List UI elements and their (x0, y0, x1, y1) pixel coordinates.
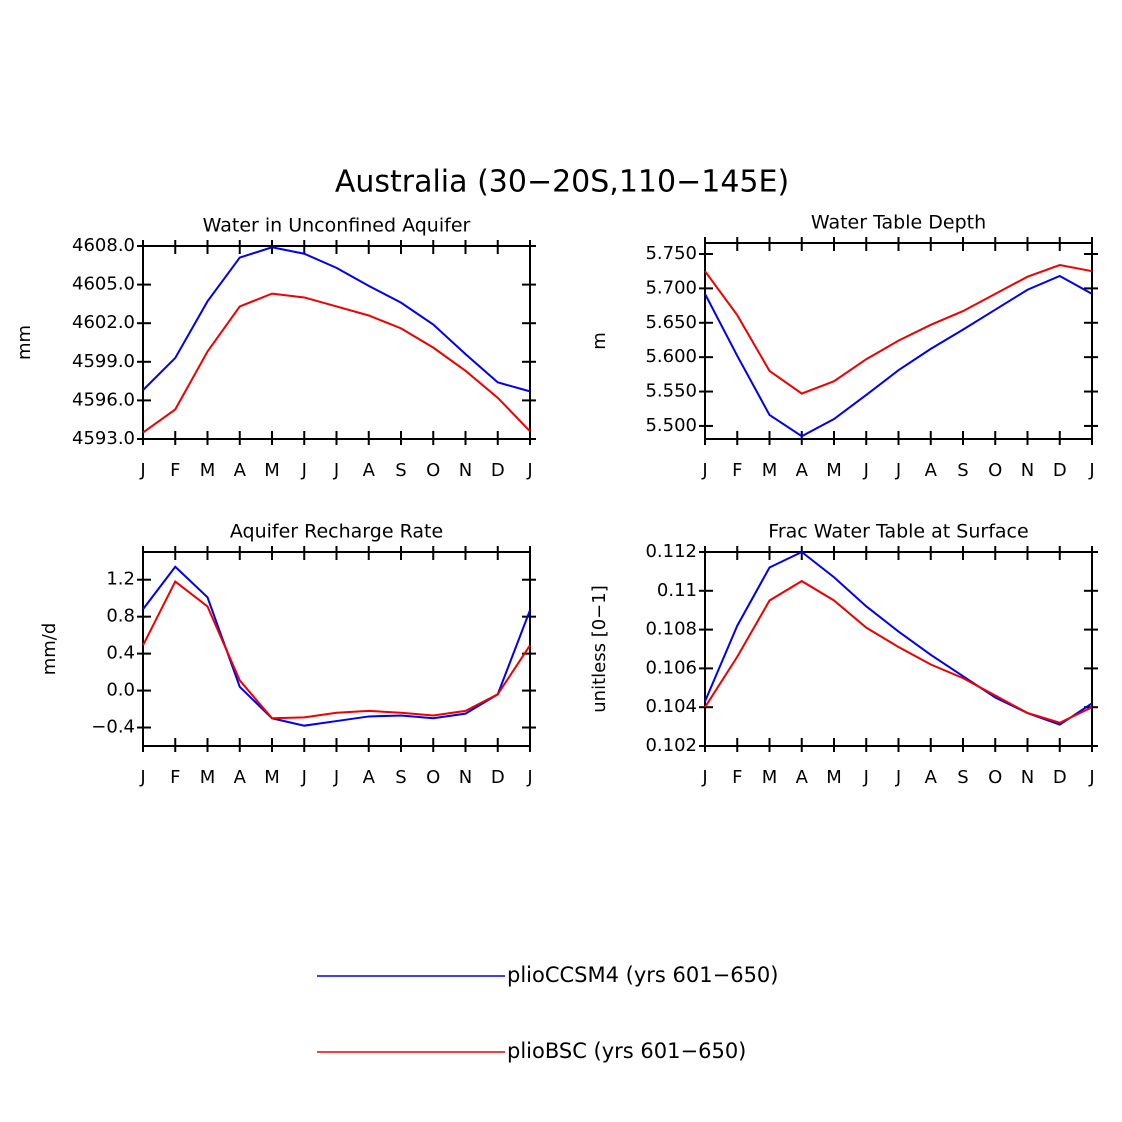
x-tick-label: S (395, 460, 406, 481)
x-tick-label: F (170, 767, 180, 788)
y-tick-label: 4602.0 (72, 312, 135, 333)
x-tick-label: A (925, 460, 938, 481)
x-tick-label: A (363, 767, 376, 788)
x-tick-label: O (988, 767, 1002, 788)
panel-title: Water in Unconfined Aquifer (203, 215, 471, 237)
y-axis-label: mm/d (39, 623, 60, 676)
y-tick-label: 5.500 (645, 415, 697, 436)
x-tick-label: A (234, 767, 247, 788)
y-tick-label: 4593.0 (72, 428, 135, 449)
y-tick-label: −0.4 (91, 717, 135, 738)
data-line (704, 550, 1093, 726)
y-tick-label: 5.550 (645, 381, 697, 402)
x-tick-label: J (333, 460, 339, 481)
x-tick-label: M (762, 767, 778, 788)
data-line (142, 580, 531, 720)
y-tick-label: 4605.0 (72, 274, 135, 295)
y-tick-label: 5.650 (645, 312, 697, 333)
y-tick-label: 0.102 (645, 735, 697, 756)
x-tick-label: J (526, 767, 532, 788)
x-tick-label: M (762, 460, 778, 481)
data-line (704, 579, 1093, 724)
y-tick-label: 0.8 (106, 606, 135, 627)
x-tick-label: M (826, 460, 842, 481)
y-axis-label: m (589, 332, 610, 350)
y-tick-label: 4608.0 (72, 235, 135, 256)
x-tick-label: J (863, 460, 869, 481)
data-line (704, 274, 1093, 438)
x-tick-label: A (796, 767, 809, 788)
plot-frame (704, 551, 1093, 747)
plot-frame (142, 551, 531, 747)
panel-title: Aquifer Recharge Rate (230, 521, 443, 543)
x-tick-label: J (526, 460, 532, 481)
panel-title: Water Table Depth (811, 212, 986, 234)
plot-frame (704, 242, 1093, 440)
x-tick-label: S (957, 460, 968, 481)
y-axis-label: unitless [0−1] (589, 585, 610, 712)
x-tick-label: F (732, 460, 742, 481)
figure-title: Australia (30−20S,110−145E) (335, 165, 789, 200)
x-tick-label: A (363, 460, 376, 481)
y-tick-label: 5.600 (645, 346, 697, 367)
x-tick-label: A (234, 460, 247, 481)
x-tick-label: O (988, 460, 1002, 481)
y-tick-label: 0.106 (645, 657, 697, 678)
x-tick-label: J (139, 460, 145, 481)
legend-label: plioCCSM4 (yrs 601−650) (507, 963, 778, 987)
x-tick-label: J (701, 767, 707, 788)
y-tick-label: 0.4 (106, 643, 135, 664)
x-tick-label: S (957, 767, 968, 788)
panel-title: Frac Water Table at Surface (768, 521, 1028, 543)
x-tick-label: O (426, 767, 440, 788)
x-tick-label: M (200, 460, 216, 481)
x-tick-label: D (491, 767, 505, 788)
y-tick-label: 5.750 (645, 243, 697, 264)
x-tick-label: D (1053, 767, 1067, 788)
x-tick-label: J (301, 767, 307, 788)
x-tick-label: A (796, 460, 809, 481)
data-line (704, 263, 1093, 395)
x-tick-label: F (170, 460, 180, 481)
x-tick-label: J (863, 767, 869, 788)
x-tick-label: F (732, 767, 742, 788)
data-line (142, 246, 531, 393)
y-tick-label: 0.112 (645, 541, 697, 562)
y-tick-label: 0.104 (645, 696, 697, 717)
x-tick-label: N (459, 767, 472, 788)
plot-frame (142, 245, 531, 440)
x-tick-label: J (333, 767, 339, 788)
y-tick-label: 0.11 (657, 580, 697, 601)
y-tick-label: 0.0 (106, 680, 135, 701)
x-tick-label: N (1021, 767, 1034, 788)
y-tick-label: 5.700 (645, 277, 697, 298)
x-tick-label: N (1021, 460, 1034, 481)
x-tick-label: J (139, 767, 145, 788)
x-tick-label: S (395, 767, 406, 788)
x-tick-label: J (895, 767, 901, 788)
x-tick-label: J (1088, 767, 1094, 788)
y-tick-label: 4596.0 (72, 389, 135, 410)
y-axis-label: mm (14, 325, 35, 360)
x-tick-label: J (895, 460, 901, 481)
x-tick-label: M (200, 767, 216, 788)
y-tick-label: 1.2 (106, 569, 135, 590)
x-tick-label: D (491, 460, 505, 481)
y-tick-label: 4599.0 (72, 351, 135, 372)
x-tick-label: J (701, 460, 707, 481)
x-tick-label: M (826, 767, 842, 788)
y-tick-label: 0.108 (645, 619, 697, 640)
legend-label: plioBSC (yrs 601−650) (507, 1039, 746, 1063)
x-tick-label: O (426, 460, 440, 481)
data-line (142, 292, 531, 434)
x-tick-label: D (1053, 460, 1067, 481)
x-tick-label: J (301, 460, 307, 481)
x-tick-label: M (264, 767, 280, 788)
x-tick-label: N (459, 460, 472, 481)
x-tick-label: J (1088, 460, 1094, 481)
data-line (142, 565, 531, 727)
x-tick-label: M (264, 460, 280, 481)
x-tick-label: A (925, 767, 938, 788)
